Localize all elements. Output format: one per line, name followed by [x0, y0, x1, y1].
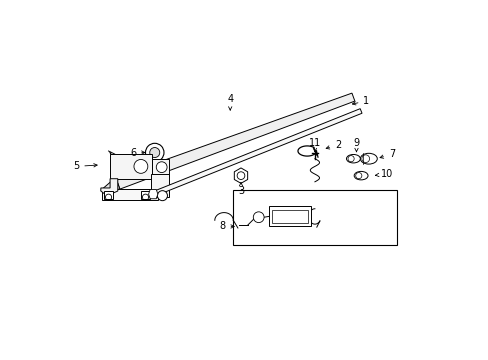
- Bar: [110, 154, 152, 179]
- Ellipse shape: [346, 154, 360, 163]
- Text: 5: 5: [73, 161, 97, 171]
- Text: 7: 7: [379, 149, 394, 159]
- Polygon shape: [148, 189, 158, 199]
- Bar: [233, 189, 396, 245]
- Text: 9: 9: [353, 138, 359, 152]
- Polygon shape: [116, 93, 354, 189]
- Bar: [268, 206, 310, 226]
- Text: 2: 2: [325, 140, 341, 150]
- Ellipse shape: [360, 153, 377, 164]
- Text: 11: 11: [308, 138, 321, 152]
- Bar: [152, 159, 169, 176]
- Text: 1: 1: [352, 96, 369, 106]
- Text: 10: 10: [375, 169, 393, 179]
- Polygon shape: [101, 177, 120, 190]
- Circle shape: [145, 143, 163, 162]
- Polygon shape: [234, 168, 247, 183]
- Bar: [104, 191, 113, 199]
- Text: 4: 4: [227, 94, 233, 110]
- Bar: [102, 189, 158, 200]
- Bar: [271, 210, 307, 223]
- Circle shape: [157, 191, 167, 201]
- Circle shape: [253, 212, 264, 222]
- Ellipse shape: [353, 171, 367, 180]
- Polygon shape: [144, 109, 361, 199]
- Text: 3: 3: [238, 183, 244, 196]
- Circle shape: [156, 162, 167, 172]
- Text: 8: 8: [219, 221, 234, 231]
- Polygon shape: [101, 179, 118, 195]
- Bar: [141, 191, 150, 199]
- Circle shape: [149, 148, 160, 158]
- Text: 6: 6: [130, 148, 144, 158]
- Bar: [151, 174, 169, 197]
- Circle shape: [134, 159, 147, 173]
